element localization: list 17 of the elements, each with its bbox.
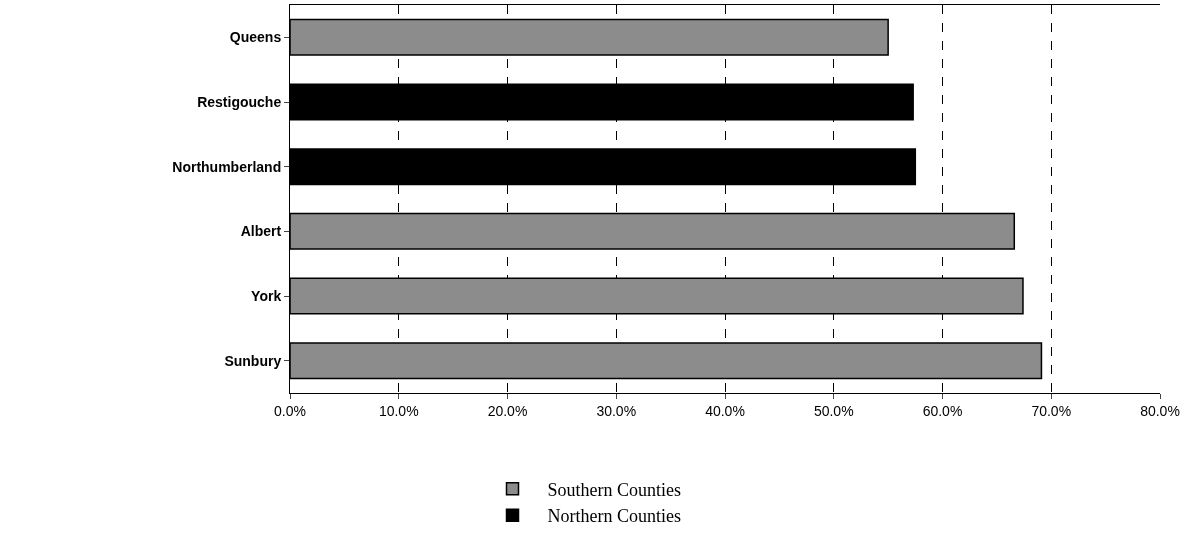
y-tick-label: Sunbury	[224, 352, 282, 369]
x-tick-label: 70.0%	[1031, 402, 1072, 419]
y-tick-label: Albert	[240, 223, 282, 240]
legend-label: Northern Counties	[547, 506, 681, 527]
y-tick-label: Northumberland	[172, 158, 282, 175]
x-tick-label: 50.0%	[813, 402, 854, 419]
y-tick-label: York	[251, 287, 282, 304]
y-tick-label: Queens	[229, 29, 282, 46]
x-tick-label: 80.0%	[1140, 402, 1180, 419]
legend-label: Southern Counties	[547, 479, 681, 500]
x-tick-label: 30.0%	[596, 402, 637, 419]
x-tick-label: 0.0%	[274, 402, 306, 419]
x-tick-label: 20.0%	[487, 402, 528, 419]
x-tick-label: 10.0%	[378, 402, 419, 419]
x-tick-label: 60.0%	[922, 402, 963, 419]
y-tick-label: Restigouche	[197, 93, 282, 110]
x-tick-label: 40.0%	[705, 402, 745, 419]
